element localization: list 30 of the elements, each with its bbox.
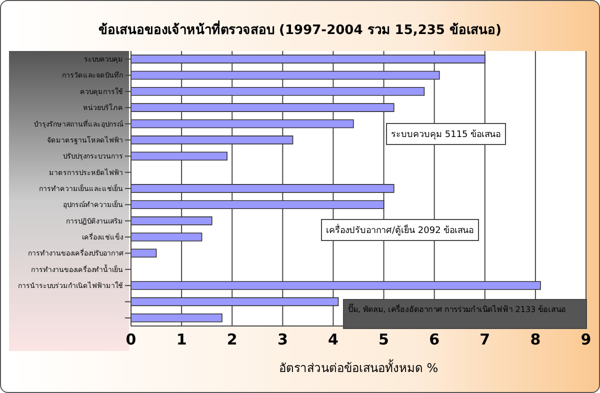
bar — [131, 184, 394, 193]
x-tick-label: 9 — [580, 330, 592, 349]
callout-box: ปั๊ม, พัดลม, เครื่องอัดอากาศ การร่วมกำเนิดไฟฟ้า 2133 ข้อเสนอ — [343, 299, 587, 329]
callout-box: ระบบควบคุม 5115 ข้อเสนอ — [386, 123, 506, 145]
x-tick-label: 7 — [480, 330, 490, 349]
bar — [131, 232, 202, 242]
bar — [131, 313, 222, 322]
bar — [131, 70, 440, 80]
x-tick-label: 4 — [328, 330, 338, 349]
x-tick-label: 6 — [429, 330, 440, 349]
x-axis-title: อัตราส่วนต่อข้อเสนอทั้งหมด % — [278, 359, 438, 375]
callout-box: เครื่องปรับอากาศ/ตู้เย็น 2092 ข้อเสนอ — [321, 219, 479, 241]
bar — [131, 54, 486, 64]
bar — [131, 119, 354, 128]
bar — [131, 200, 384, 210]
x-tick-label: 1 — [176, 330, 187, 349]
x-tick-label: 0 — [126, 330, 136, 349]
bar — [131, 297, 339, 306]
bar — [131, 248, 157, 258]
bar — [131, 216, 212, 226]
chart-title: ข้อเสนอของเจ้าหน้าที่ตรวจสอบ (1997-2004 รวม 15,235 ข้อเสนอ) — [98, 20, 502, 40]
bar — [131, 86, 425, 96]
bar — [131, 103, 394, 112]
x-tick-label: 8 — [530, 330, 541, 349]
x-tick-label: 2 — [226, 330, 238, 349]
bar — [131, 136, 294, 144]
x-tick-label: 3 — [277, 330, 288, 349]
bar — [131, 152, 228, 161]
x-tick-label: 5 — [378, 330, 389, 349]
bar — [131, 281, 541, 290]
